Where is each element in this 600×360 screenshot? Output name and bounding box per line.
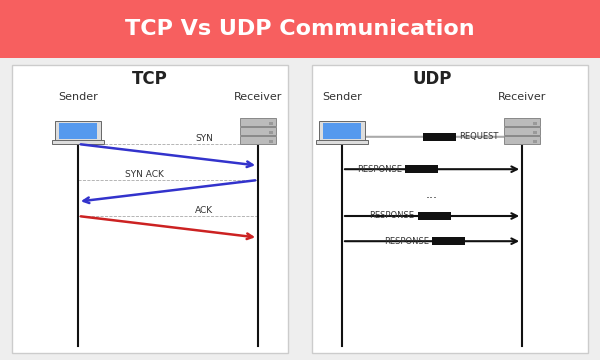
Text: RESPONSE: RESPONSE: [357, 165, 402, 174]
Text: TCP Vs UDP Communication: TCP Vs UDP Communication: [125, 19, 475, 39]
Bar: [405, 165, 438, 173]
Bar: [432, 237, 465, 245]
FancyBboxPatch shape: [312, 65, 588, 353]
Bar: [533, 131, 537, 134]
Text: ACK: ACK: [195, 206, 213, 215]
Bar: [533, 140, 537, 143]
Bar: [0, 0, 600, 58]
Bar: [55, 121, 101, 141]
Bar: [418, 212, 451, 220]
Text: REQUEST: REQUEST: [459, 132, 499, 141]
Text: TCP: TCP: [132, 70, 168, 88]
Bar: [323, 123, 361, 139]
FancyBboxPatch shape: [12, 65, 288, 353]
Bar: [59, 123, 97, 139]
Bar: [269, 122, 273, 125]
Bar: [240, 136, 276, 144]
Bar: [240, 127, 276, 135]
Bar: [316, 140, 368, 144]
Bar: [504, 136, 540, 144]
Bar: [240, 118, 276, 126]
Bar: [269, 131, 273, 134]
Bar: [269, 140, 273, 143]
Bar: [423, 133, 456, 141]
Text: UDP: UDP: [412, 70, 452, 88]
Bar: [52, 140, 104, 144]
Bar: [504, 127, 540, 135]
Text: Receiver: Receiver: [234, 92, 282, 102]
Bar: [533, 122, 537, 125]
Text: SYN ACK: SYN ACK: [125, 170, 163, 179]
Text: RESPONSE: RESPONSE: [384, 237, 429, 246]
Text: ...: ...: [426, 188, 438, 201]
Text: Sender: Sender: [58, 92, 98, 102]
Bar: [504, 118, 540, 126]
Bar: [319, 121, 365, 141]
Text: RESPONSE: RESPONSE: [370, 211, 415, 220]
Text: Receiver: Receiver: [498, 92, 546, 102]
Text: Sender: Sender: [322, 92, 362, 102]
Text: SYN: SYN: [195, 134, 213, 143]
